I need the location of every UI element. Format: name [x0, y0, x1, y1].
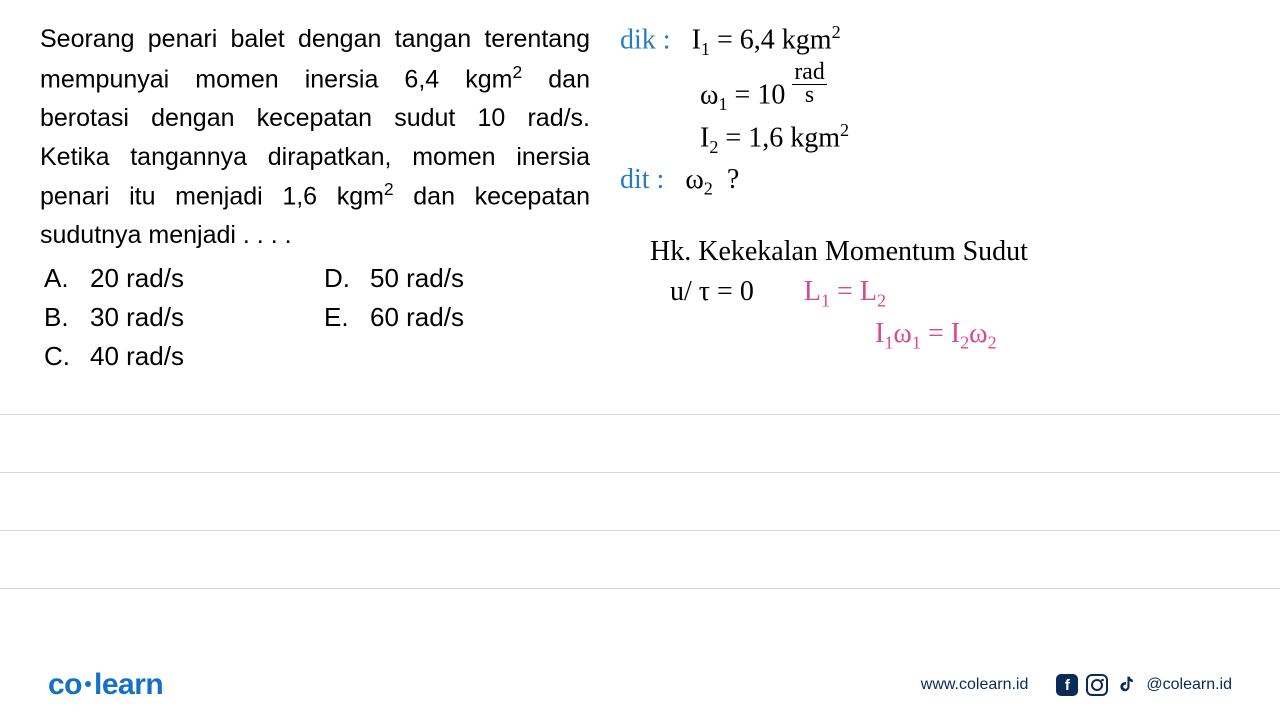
- hw-i2-sup: 2: [840, 120, 849, 140]
- question-column: Seorang penari balet dengan tangan teren…: [40, 20, 610, 372]
- footer: colearn www.colearn.id f @colearn.id: [0, 650, 1280, 720]
- option-value: 50 rad/s: [370, 263, 464, 294]
- option-b: B.30 rad/s: [40, 302, 320, 333]
- option-c: C.40 rad/s: [40, 341, 320, 372]
- horizontal-rule: [0, 472, 1280, 473]
- social-handle: @colearn.id: [1146, 676, 1232, 694]
- logo-part-2: learn: [94, 668, 163, 701]
- q-part-1: Seorang penari balet dengan tangan teren…: [40, 25, 590, 93]
- hw-law: Hk. Kekekalan Momentum Sudut: [650, 236, 1028, 267]
- rad-per-s: rads: [792, 62, 826, 106]
- hw-i2-eq: = 1,6 kgm: [725, 122, 840, 153]
- option-value: 20 rad/s: [90, 263, 184, 294]
- q-sup-2: 2: [384, 179, 394, 199]
- hw-i2-line: I2 = 1,6 kgm2: [620, 118, 1240, 160]
- logo-dot-icon: [85, 681, 91, 687]
- hw-tau-line: u/ τ = 0 L1 = L2: [620, 272, 1240, 314]
- question-text: Seorang penari balet dengan tangan teren…: [40, 20, 590, 255]
- option-letter: E.: [320, 302, 370, 333]
- hw-iw-line: I1ω1 = I2ω2: [620, 314, 1240, 356]
- hw-i1-eq: = 6,4 kgm: [717, 24, 832, 55]
- hw-i1: I: [692, 24, 701, 55]
- option-letter: C.: [40, 341, 90, 372]
- hw-i2: I: [700, 122, 709, 153]
- hw-dik-line: dik : I1 = 6,4 kgm2: [620, 20, 1240, 62]
- option-letter: A.: [40, 263, 90, 294]
- hw-dit-line: dit : ω2 ?: [620, 160, 1240, 202]
- website-url: www.colearn.id: [921, 676, 1029, 694]
- facebook-icon: f: [1056, 674, 1078, 696]
- hw-tau: u/ τ = 0: [670, 272, 754, 311]
- dit-label: dit :: [620, 164, 664, 195]
- spacer: [620, 202, 1240, 232]
- hw-w2: ω: [685, 164, 703, 195]
- option-value: 60 rad/s: [370, 302, 464, 333]
- horizontal-rule: [0, 588, 1280, 589]
- instagram-icon: [1086, 674, 1108, 696]
- horizontal-rule: [0, 530, 1280, 531]
- q-sup-1: 2: [512, 62, 522, 82]
- footer-right: www.colearn.id f @colearn.id: [921, 674, 1232, 696]
- option-value: 40 rad/s: [90, 341, 184, 372]
- option-d: D.50 rad/s: [320, 263, 600, 294]
- option-a: A.20 rad/s: [40, 263, 320, 294]
- logo-part-1: co: [48, 668, 82, 701]
- handwriting-column: dik : I1 = 6,4 kgm2 ω1 = 10 rads I2 = 1,…: [610, 20, 1240, 372]
- tiktok-icon: [1116, 674, 1138, 696]
- option-value: 30 rad/s: [90, 302, 184, 333]
- option-e: E.60 rad/s: [320, 302, 600, 333]
- hw-w2-sub: 2: [704, 179, 713, 199]
- hw-w1: ω: [700, 80, 718, 111]
- hw-w1-sub: 1: [718, 94, 727, 114]
- hw-law-line: Hk. Kekekalan Momentum Sudut: [620, 232, 1240, 271]
- hw-w1-line: ω1 = 10 rads: [620, 62, 1240, 117]
- content-area: Seorang penari balet dengan tangan teren…: [0, 0, 1280, 372]
- option-letter: B.: [40, 302, 90, 333]
- horizontal-rule: [0, 414, 1280, 415]
- hw-i1-sub: 1: [701, 39, 710, 59]
- hw-i2-sub: 2: [709, 137, 718, 157]
- brand-logo: colearn: [48, 668, 163, 702]
- hw-L-eq: L1 = L2: [804, 272, 886, 314]
- hw-w1-eq: = 10: [735, 80, 793, 111]
- hw-i1-sup: 2: [832, 22, 841, 42]
- options-grid: A.20 rad/s D.50 rad/s B.30 rad/s E.60 ra…: [40, 263, 590, 372]
- option-letter: D.: [320, 263, 370, 294]
- social-links: f @colearn.id: [1056, 674, 1232, 696]
- dik-label: dik :: [620, 24, 671, 55]
- hw-w2-q: ?: [727, 164, 739, 195]
